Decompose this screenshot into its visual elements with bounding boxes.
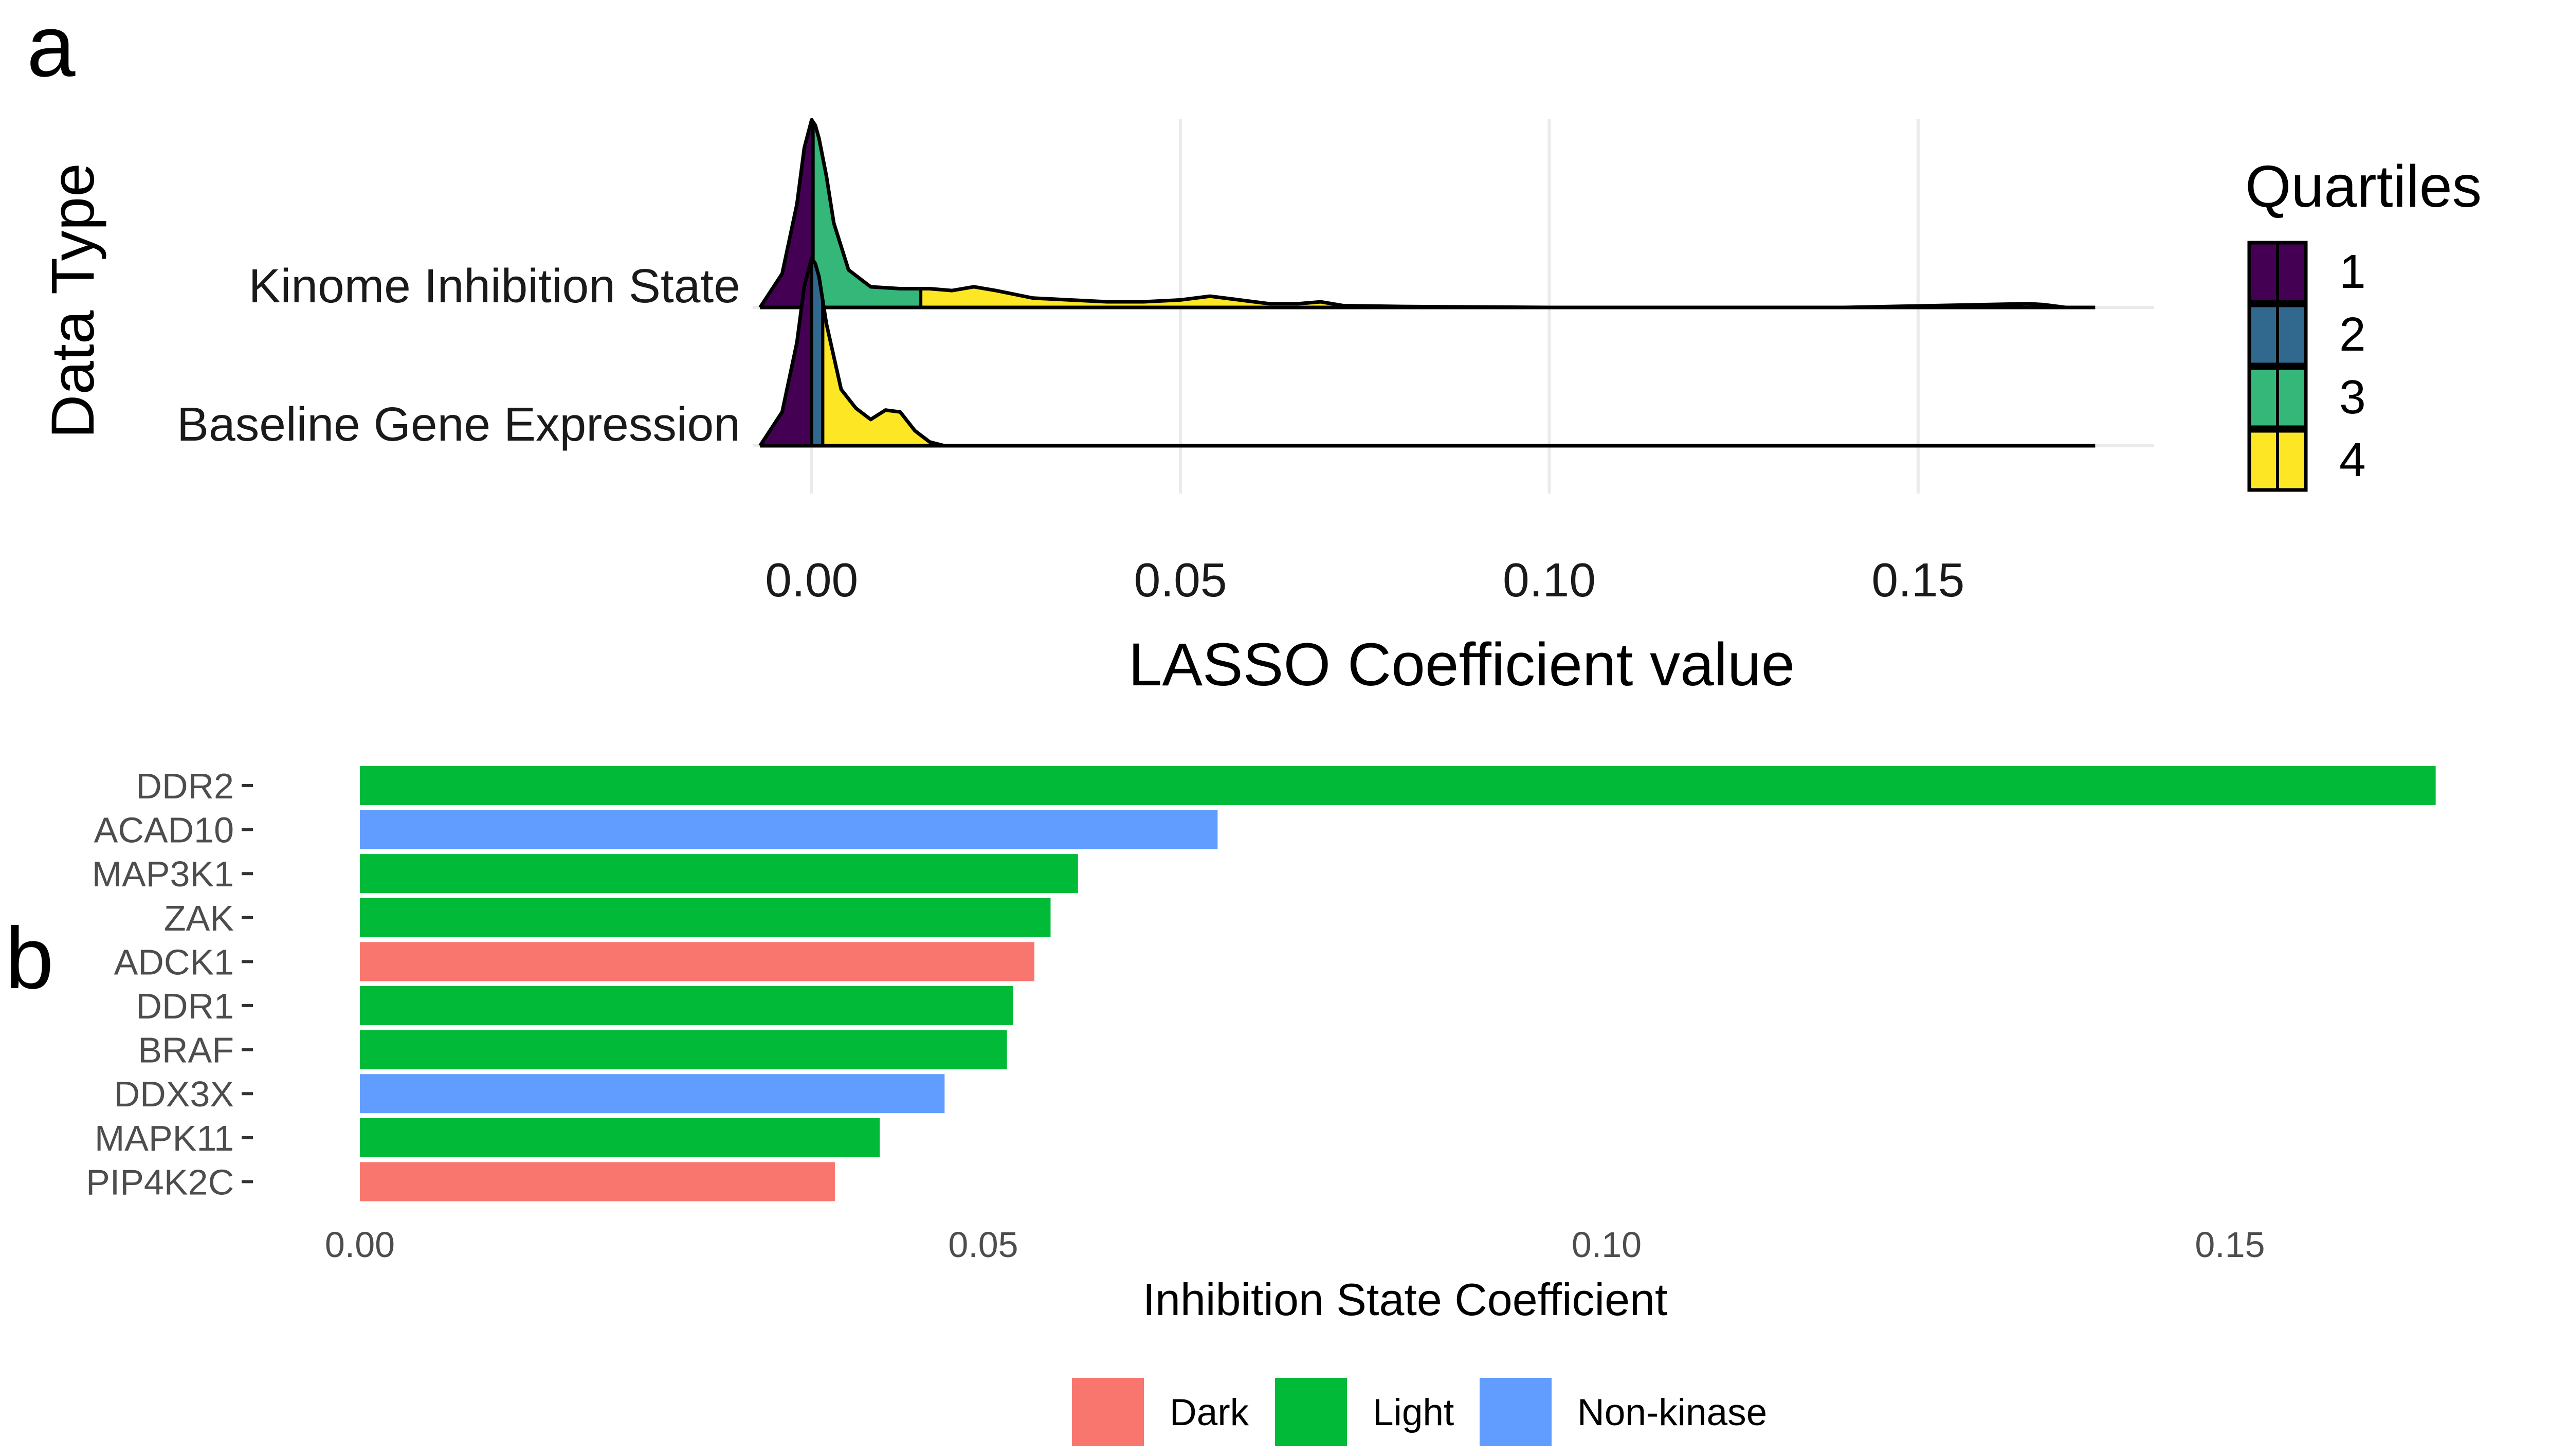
bar-x-axis-title: Inhibition State Coefficient bbox=[1143, 1274, 1668, 1325]
y-axis-title: Data Type bbox=[39, 163, 107, 439]
panel-b-label: b bbox=[5, 909, 54, 1007]
ridge-quartile-4-area bbox=[823, 300, 2096, 446]
legend-label-non-kinase: Non-kinase bbox=[1577, 1392, 1767, 1433]
legend-label-quartile-2: 2 bbox=[2339, 307, 2366, 361]
bar-x-tick-label: 0.15 bbox=[2195, 1225, 2265, 1265]
x-axis-title: LASSO Coefficient value bbox=[1128, 631, 1795, 699]
legend-swatch-dark bbox=[1072, 1378, 1144, 1446]
gene-label: DDR1 bbox=[136, 986, 234, 1026]
bar-x-tick-label: 0.10 bbox=[1572, 1225, 1642, 1265]
bar-ddx3x bbox=[360, 1074, 945, 1114]
legend-label-quartile-3: 3 bbox=[2339, 370, 2366, 424]
legend-label-quartile-1: 1 bbox=[2339, 245, 2366, 298]
x-tick-label: 0.15 bbox=[1871, 553, 1964, 607]
gene-label: ACAD10 bbox=[94, 810, 234, 850]
bar-braf bbox=[360, 1030, 1007, 1069]
bar-pip4k2c bbox=[360, 1162, 835, 1202]
bar-x-tick-label: 0.05 bbox=[948, 1225, 1018, 1265]
legend-swatch-light bbox=[1275, 1378, 1347, 1446]
legend-label-light: Light bbox=[1373, 1392, 1454, 1433]
y-category-label: Baseline Gene Expression bbox=[177, 397, 740, 451]
gene-label: DDR2 bbox=[136, 766, 234, 806]
ridge-outline bbox=[758, 118, 2096, 310]
ridge-outline bbox=[758, 256, 2096, 448]
gene-label: ADCK1 bbox=[114, 942, 234, 982]
bar-x-tick-label: 0.00 bbox=[325, 1225, 395, 1265]
bar-ddr1 bbox=[360, 986, 1013, 1025]
ridge-quartile-3-area bbox=[813, 122, 921, 307]
bar-chart: Inhibition State Coefficient DDR2ACAD10M… bbox=[86, 766, 2436, 1446]
bar-zak bbox=[360, 898, 1051, 937]
ridge-quartile-1-area bbox=[760, 120, 813, 307]
gene-label: ZAK bbox=[164, 898, 234, 938]
bar-map3k1 bbox=[360, 854, 1078, 894]
gene-label: PIP4K2C bbox=[86, 1162, 234, 1202]
gene-label: BRAF bbox=[138, 1030, 234, 1070]
legend-title: Quartiles bbox=[2245, 154, 2482, 220]
ridge-quartile-2-area bbox=[811, 258, 823, 446]
panel-a-label: a bbox=[27, 0, 76, 95]
x-tick-label: 0.10 bbox=[1503, 553, 1596, 607]
bar-adck1 bbox=[360, 942, 1034, 981]
ridge-quartile-4-area bbox=[921, 286, 2096, 307]
bar-ddr2 bbox=[360, 766, 2436, 805]
x-tick-label: 0.00 bbox=[765, 553, 858, 607]
x-tick-label: 0.05 bbox=[1134, 553, 1227, 607]
gene-label: MAP3K1 bbox=[92, 854, 234, 894]
gene-label: MAPK11 bbox=[95, 1118, 234, 1158]
legend-swatch-non-kinase bbox=[1480, 1378, 1552, 1446]
legend-label-quartile-4: 4 bbox=[2339, 433, 2366, 486]
gene-label: DDX3X bbox=[114, 1074, 234, 1114]
y-category-label: Kinome Inhibition State bbox=[249, 259, 740, 313]
ridge-quartile-1-area bbox=[760, 258, 812, 446]
bar-acad10 bbox=[360, 810, 1218, 849]
ridgeline-chart: Data Type LASSO Coefficient value Quarti… bbox=[39, 118, 2482, 699]
bar-mapk11 bbox=[360, 1118, 880, 1157]
legend-label-dark: Dark bbox=[1170, 1392, 1249, 1433]
